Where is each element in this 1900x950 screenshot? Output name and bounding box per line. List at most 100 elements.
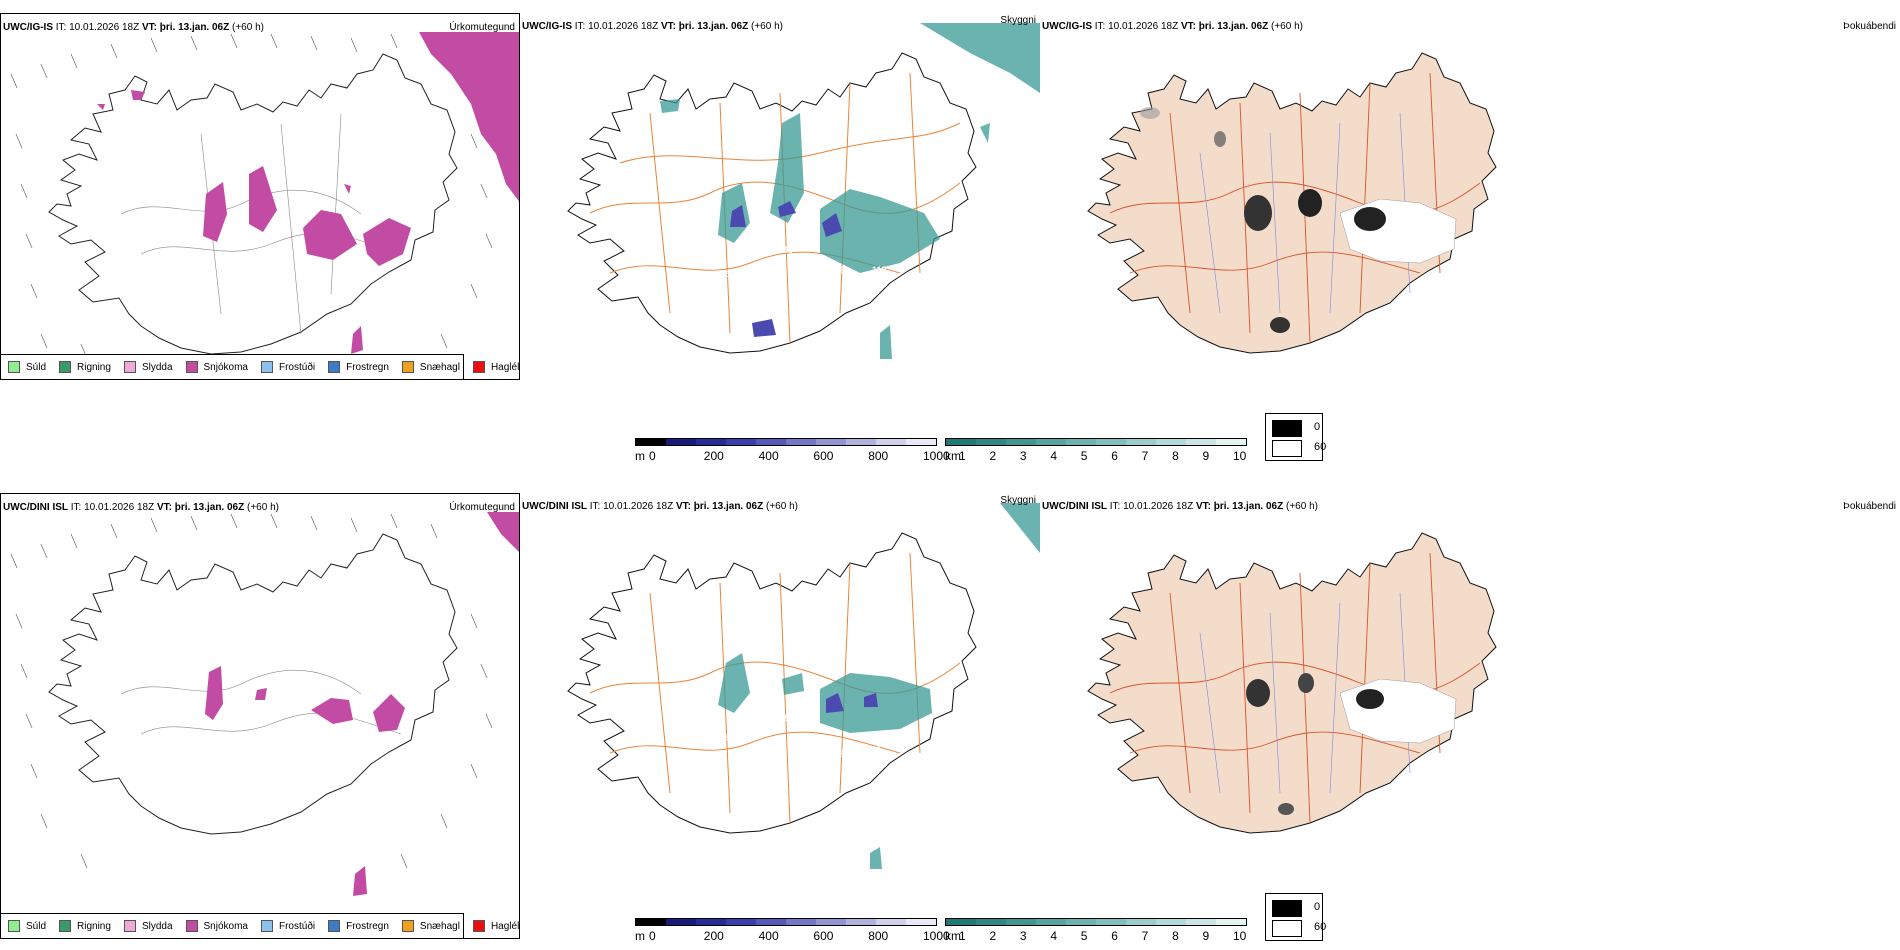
precip-legend: Súld Rigning Slydda Snjókoma Frostúði Frostre… xyxy=(1,354,519,379)
colorbar-swatch xyxy=(1066,439,1096,445)
fog-legend-swatch xyxy=(1272,920,1302,937)
legend-swatch xyxy=(401,920,414,932)
legend-label: Frostúði xyxy=(278,920,316,932)
colorbar-tick-label: 5 xyxy=(1080,929,1088,943)
colorbar-tick-label: 3 xyxy=(1019,449,1027,463)
colorbar-tick-label: 600 xyxy=(813,449,834,463)
legend-swatch xyxy=(8,920,20,932)
colorbar-swatch xyxy=(906,439,936,445)
fog-panel-top: UWC/IG-IS IT: 10.01.2026 18Z VT: þri. 13… xyxy=(1040,13,1900,380)
legend-label: Snæhagl xyxy=(419,361,460,373)
colorbar-swatch xyxy=(1036,439,1066,445)
precip-legend-item: Frostúði xyxy=(260,920,316,932)
colorbar-swatch xyxy=(846,919,876,925)
legend-swatch xyxy=(123,361,136,373)
legend-swatch xyxy=(8,361,20,373)
colorbar-unit: m xyxy=(635,929,645,943)
precip-legend-item: Slydda xyxy=(123,361,173,373)
colorbar-tick-label: 10 xyxy=(1233,929,1247,943)
visibility-panel-bottom: UWC/DINI ISL IT: 10.01.2026 18Z VT: þri.… xyxy=(520,493,1040,939)
ceiling-colorbar: m 0 200 400 600 800 1000 xyxy=(635,438,950,466)
colorbar-unit: m xyxy=(635,449,645,463)
visibility-colorbar: km 1 2 3 4 5 6 7 8 9 10 xyxy=(945,438,1247,466)
legend-swatch xyxy=(59,361,72,373)
ceiling-value-label: 115 xyxy=(716,269,731,279)
fog-legend-label: 0 xyxy=(1314,901,1321,913)
visibility-panel-top: UWC/IG-IS IT: 10.01.2026 18Z VT: þri. 13… xyxy=(520,13,1040,380)
colorbar-tick-label: 800 xyxy=(868,449,889,463)
colorbar-swatch xyxy=(946,439,976,445)
panel-title: Úrkomutegund xyxy=(449,22,515,33)
legend-swatch xyxy=(401,361,414,373)
colorbar-tick-label: 7 xyxy=(1141,449,1149,463)
colorbar-tick-label: 8 xyxy=(1172,929,1179,943)
colorbar-swatch xyxy=(976,919,1006,925)
legend-label: Haglél xyxy=(490,361,520,373)
legend-swatch xyxy=(185,920,198,932)
precip-legend-item: Haglél xyxy=(472,361,520,373)
colorbar-tick-label: 200 xyxy=(703,449,724,463)
colorbar-swatch xyxy=(1186,439,1216,445)
colorbar-swatch xyxy=(786,439,816,445)
colorbar-swatch xyxy=(1216,439,1246,445)
colorbar-swatch xyxy=(946,919,976,925)
colorbar-tick-label: 0 xyxy=(649,449,656,463)
legend-label: Snjókoma xyxy=(203,920,248,932)
colorbar-tick-label: 8 xyxy=(1172,449,1179,463)
fog-legend: 0 60 xyxy=(1265,893,1327,941)
fog-legend-label: 60 xyxy=(1314,921,1327,933)
colorbar-swatch xyxy=(696,919,726,925)
colorbar-swatch xyxy=(726,919,756,925)
colorbar-tick-label: 9 xyxy=(1202,449,1210,463)
colorbar-swatch xyxy=(1096,919,1126,925)
legend-label: Frostregn xyxy=(346,361,389,373)
colorbar-swatch xyxy=(726,439,756,445)
precip-legend-item: Súld xyxy=(8,361,46,373)
colorbar-swatch xyxy=(636,439,666,445)
precip-legend-item: Haglél xyxy=(472,920,519,932)
precip-legend-item: Frostúði xyxy=(260,361,315,373)
ceiling-value-label: 240 xyxy=(940,745,956,755)
precip-legend-item: Snjókoma xyxy=(185,920,248,932)
precip-type-panel-bottom: UWC/DINI ISL IT: 10.01.2026 18Z VT: þri.… xyxy=(0,493,520,939)
colorbar-tick-label: 800 xyxy=(868,929,889,943)
legend-label: Snæhagl xyxy=(419,920,460,932)
colorbar-tick-label: 4 xyxy=(1050,929,1058,943)
fog-map-top xyxy=(1087,52,1497,354)
colorbar-unit: km xyxy=(945,929,961,943)
panel-header: UWC/DINI ISL IT: 10.01.2026 18Z VT: þri.… xyxy=(3,502,279,513)
colorbar-swatch xyxy=(1096,439,1126,445)
panel-title: Skyggni xyxy=(1000,15,1036,26)
ceiling-value-label: 372 xyxy=(954,269,970,279)
colorbar-swatch xyxy=(846,439,876,445)
legend-swatch xyxy=(260,920,273,932)
colorbar-tick-label: 6 xyxy=(1111,929,1118,943)
legend-swatch xyxy=(472,361,485,373)
colorbar-swatch xyxy=(1006,919,1036,925)
ceiling-value-label: 145 xyxy=(716,733,732,743)
precip-legend-item: Rigning xyxy=(59,920,111,932)
legend-swatch xyxy=(185,361,198,373)
colorbar-swatch xyxy=(876,919,906,925)
legend-label: Snjókoma xyxy=(203,361,248,373)
fog-panel-bottom: UWC/DINI ISL IT: 10.01.2026 18Z VT: þri.… xyxy=(1040,493,1900,939)
precip-legend-item: Slydda xyxy=(123,920,173,932)
panel-header: UWC/IG-IS IT: 10.01.2026 18Z VT: þri. 13… xyxy=(3,22,264,33)
colorbar-swatch xyxy=(1156,919,1186,925)
ceiling-value-label: 394 xyxy=(944,713,960,723)
ceiling-value-label: 196 xyxy=(778,245,794,255)
legend-label: Frostregn xyxy=(346,920,389,932)
precip-legend-item: Frostregn xyxy=(328,920,389,932)
colorbar-tick-label: 2 xyxy=(989,929,997,943)
visibility-colorbar: km 1 2 3 4 5 6 7 8 9 10 xyxy=(945,918,1247,946)
colorbar-tick-label: 1000 xyxy=(923,449,950,463)
colorbar-swatch xyxy=(1006,439,1036,445)
ceiling-value-label: 118 xyxy=(830,749,845,759)
colorbar-swatch xyxy=(756,439,786,445)
colorbar-tick-label: 1 xyxy=(959,449,966,463)
legend-swatch xyxy=(260,361,273,373)
colorbar-tick-label: 4 xyxy=(1050,449,1058,463)
legend-label: Súld xyxy=(26,361,47,373)
colorbar-swatch xyxy=(1156,439,1186,445)
legend-swatch xyxy=(59,920,72,932)
